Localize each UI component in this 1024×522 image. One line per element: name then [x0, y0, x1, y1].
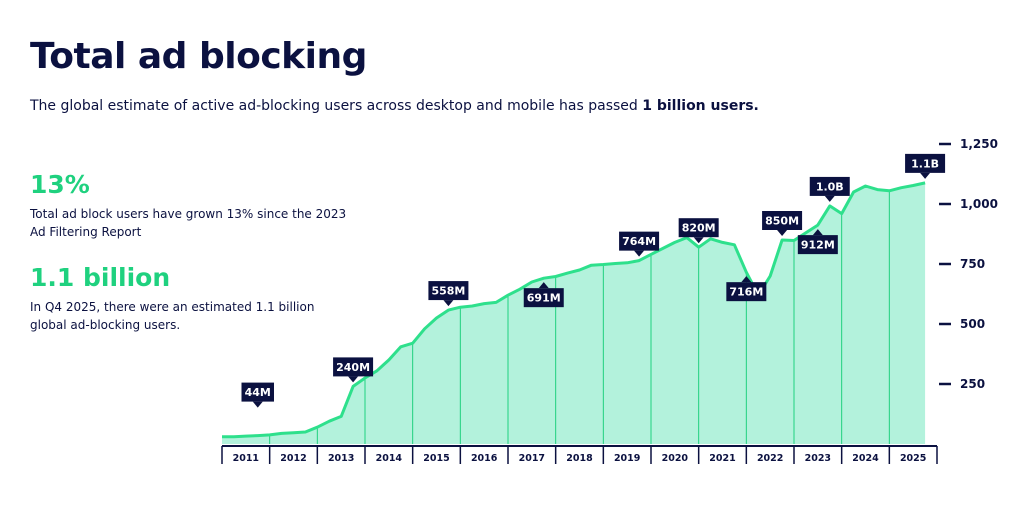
- x-tick-label: 2016: [471, 453, 498, 464]
- data-label-pointer: [348, 376, 359, 383]
- data-label-text: 1.0B: [816, 180, 844, 193]
- x-tick-label: 2019: [614, 453, 640, 464]
- data-label-pointer: [693, 237, 704, 244]
- stat-growth-value: 13%: [30, 170, 90, 199]
- data-label-716m: 716M: [726, 276, 767, 302]
- data-label-box: [905, 153, 946, 173]
- data-label-box: [809, 176, 850, 196]
- data-label-pointer: [812, 229, 823, 236]
- x-tick-label: 2021: [709, 453, 735, 464]
- x-tick-label: 2012: [280, 453, 306, 464]
- data-label-240m: 240M: [333, 357, 374, 383]
- data-label-912m: 912M: [797, 229, 838, 255]
- subtitle-text: The global estimate of active ad-blockin…: [30, 98, 643, 114]
- page-title: Total ad blocking: [30, 36, 367, 77]
- y-axis: 250 500 750 1,000 1,250: [939, 137, 998, 391]
- stat-growth: 13% Total ad block users have grown 13% …: [30, 170, 350, 241]
- data-label-box: [797, 235, 838, 255]
- data-label-1-1b: 1.1B: [905, 153, 946, 179]
- y-tick-label: 750: [960, 257, 985, 271]
- series-line: [222, 181, 926, 439]
- data-label-pointer: [741, 276, 752, 283]
- x-tick-label: 2020: [662, 453, 689, 464]
- x-tick-label: 2013: [328, 453, 354, 464]
- data-label-pointer: [777, 230, 788, 236]
- data-label-850m: 850M: [762, 211, 803, 236]
- data-label-pointer: [443, 300, 454, 307]
- data-label-text: 912M: [801, 239, 835, 252]
- y-tick-label: 1,000: [960, 197, 998, 211]
- data-label-box: [726, 282, 767, 302]
- data-label-text: 850M: [765, 215, 799, 228]
- data-label-text: 764M: [622, 235, 656, 248]
- data-label-text: 820M: [682, 222, 716, 235]
- stat-total: 1.1 billion In Q4 2025, there were an es…: [30, 263, 350, 334]
- data-label-pointer: [538, 282, 549, 289]
- data-label-pointer: [634, 250, 645, 257]
- x-tick-label: 2024: [852, 453, 879, 464]
- stat-growth-description: Total ad block users have grown 13% sinc…: [30, 207, 347, 239]
- data-label-44m: 44M: [241, 382, 274, 408]
- data-label-764m: 764M: [619, 231, 660, 257]
- data-label-text: 716M: [729, 286, 763, 299]
- x-tick-label: 2025: [900, 453, 926, 464]
- page-subtitle: The global estimate of active ad-blockin…: [30, 98, 759, 114]
- data-label-text: 240M: [336, 361, 370, 374]
- area-fill: [222, 182, 926, 444]
- x-tick-label: 2017: [519, 453, 545, 464]
- data-label-box: [762, 211, 803, 230]
- data-label-691m: 691M: [523, 282, 564, 308]
- x-tick-label: 2022: [757, 453, 783, 464]
- data-label-box: [428, 281, 469, 301]
- subtitle-highlight: 1 billion users.: [642, 98, 759, 114]
- x-tick-label: 2023: [805, 453, 831, 464]
- data-label-pointer: [920, 172, 931, 179]
- stat-total-value: 1.1 billion: [30, 263, 171, 292]
- data-label-pointer: [252, 401, 263, 408]
- data-label-1-0b: 1.0B: [809, 176, 850, 202]
- x-axis: 2011 2012 2013 2014 2015 2016 2017 2018 2019 2020…: [221, 445, 938, 464]
- data-label-pointer: [824, 195, 835, 202]
- y-tick-label: 500: [960, 317, 985, 331]
- y-tick-label: 250: [960, 377, 985, 391]
- data-label-box: [523, 288, 564, 308]
- data-label-text: 691M: [527, 292, 561, 305]
- x-tick-label: 2011: [233, 453, 259, 464]
- data-label-text: 1.1B: [911, 157, 939, 170]
- data-label-558m: 558M: [428, 281, 469, 307]
- data-label-box: [333, 357, 374, 377]
- data-label-820m: 820M: [678, 218, 719, 244]
- stat-total-description: In Q4 2025, there were an estimated 1.1 …: [30, 300, 315, 332]
- data-label-box: [678, 218, 719, 238]
- y-tick-label: 1,250: [960, 137, 998, 151]
- x-tick-label: 2015: [423, 453, 449, 464]
- data-label-text: 558M: [431, 285, 465, 298]
- x-tick-label: 2018: [566, 453, 593, 464]
- area-layer: [222, 181, 926, 444]
- x-tick-label: 2014: [376, 453, 403, 464]
- data-label-box: [619, 231, 660, 251]
- data-label-text: 44M: [245, 386, 271, 399]
- data-label-box: [241, 382, 274, 402]
